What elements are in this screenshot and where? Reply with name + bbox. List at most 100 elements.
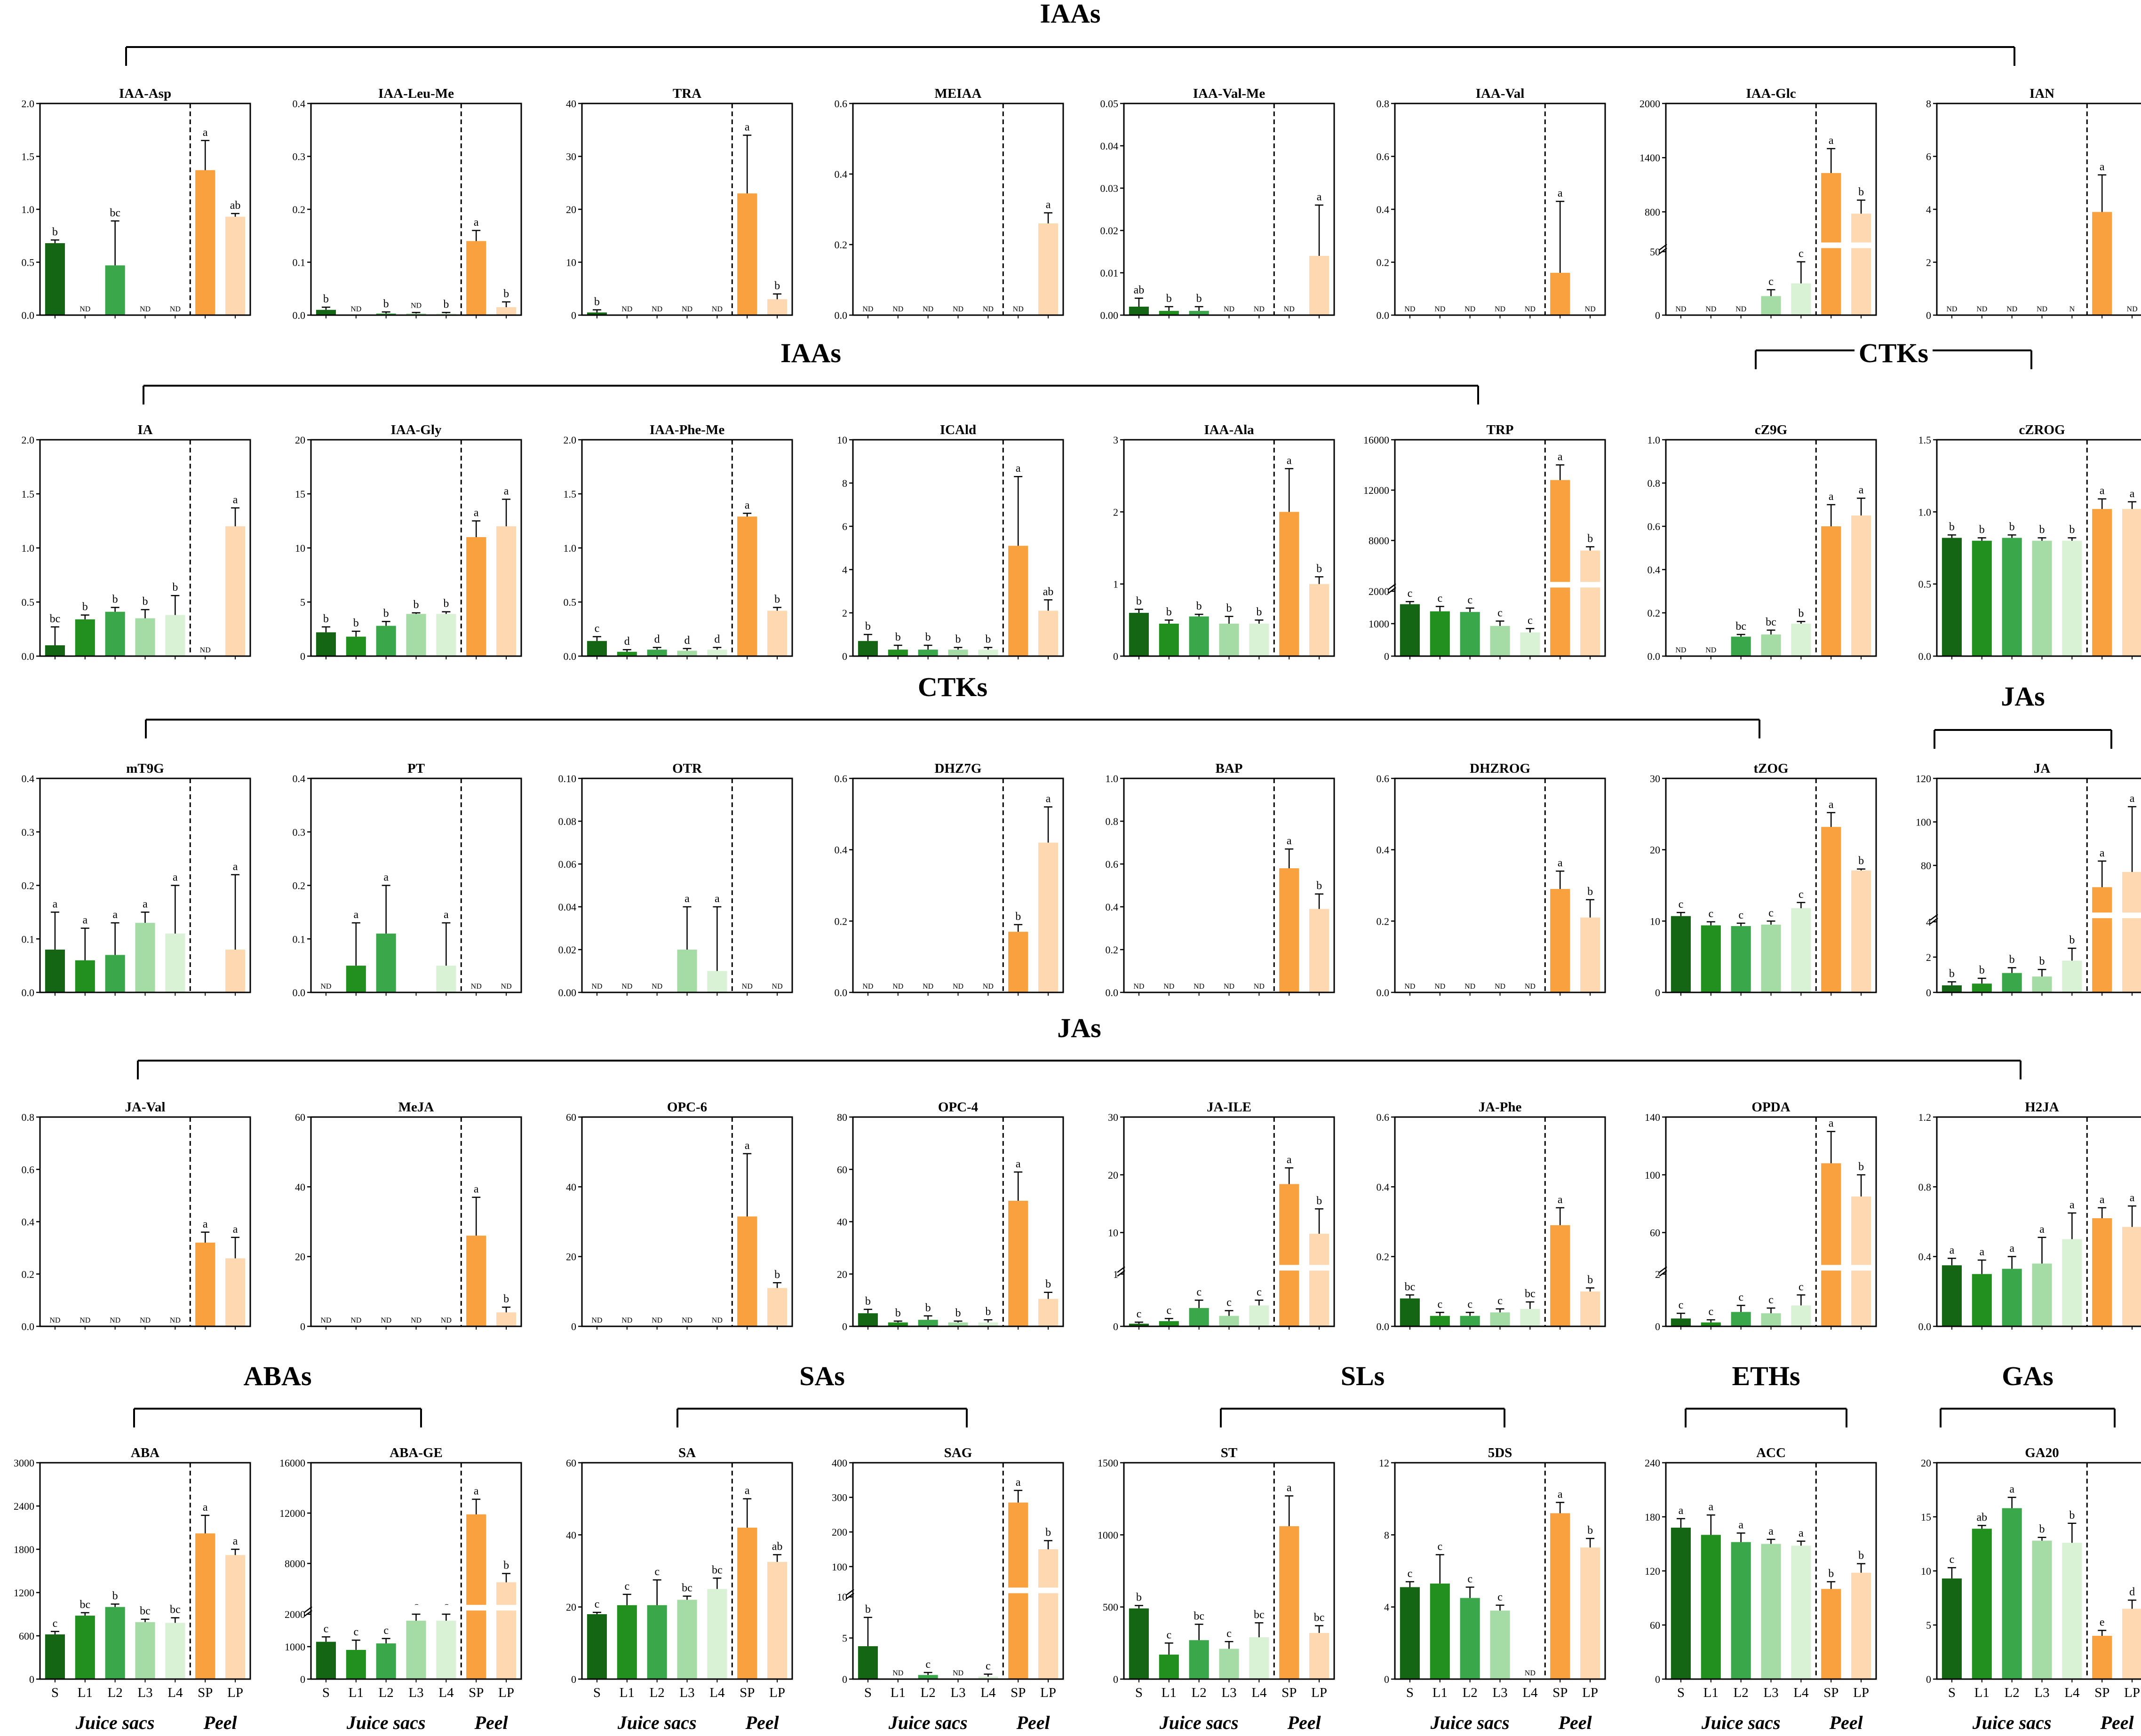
y-tick-label: 0 xyxy=(1113,650,1118,662)
bar xyxy=(2032,1263,2052,1326)
axis-break-band xyxy=(309,1605,523,1611)
bar xyxy=(978,1322,998,1326)
significance-letter: b xyxy=(2069,1509,2075,1522)
panel-frame xyxy=(852,103,1064,316)
x-tick-label: LP xyxy=(1040,1685,1056,1700)
nd-label: ND xyxy=(652,1316,662,1324)
nd-label: ND xyxy=(862,983,873,991)
significance-letter: c xyxy=(1226,1627,1232,1640)
significance-letter: a xyxy=(2130,488,2135,500)
significance-letter: a xyxy=(1829,135,1834,147)
nd-label: ND xyxy=(1675,646,1686,654)
bar xyxy=(75,1616,95,1679)
bar xyxy=(225,1555,246,1679)
bar xyxy=(496,307,517,315)
panel-cz9g: cZ9G ND ND bc bc b a a 0.0 0.2 0.4 0.6 0.8 1.0 xyxy=(1648,422,1877,662)
significance-letter: b xyxy=(1045,1278,1051,1291)
significance-letter: a xyxy=(233,1535,238,1547)
significance-letter: a xyxy=(1016,462,1021,475)
significance-letter: b xyxy=(1136,595,1142,607)
significance-letter: c xyxy=(1196,1286,1202,1298)
bar xyxy=(1219,1316,1239,1326)
y-tick-label: 0.2 xyxy=(835,239,848,251)
significance-letter: b xyxy=(865,1603,871,1616)
panel-title: GA20 xyxy=(2025,1445,2059,1460)
y-tick-label: 2.0 xyxy=(564,434,577,446)
y-tick-label: 1.2 xyxy=(1918,1111,1932,1123)
bar xyxy=(135,618,155,656)
y-tick-label: 0.2 xyxy=(1106,944,1119,956)
x-tick-label: L1 xyxy=(349,1685,364,1700)
y-tick-label: 0.8 xyxy=(22,1111,35,1123)
significance-letter: a xyxy=(233,494,238,506)
nd-label: ND xyxy=(652,983,662,991)
y-tick-label: 0 xyxy=(1926,309,1931,321)
y-tick-label: 0.6 xyxy=(1377,773,1390,785)
y-tick-label: 0.8 xyxy=(1377,98,1390,110)
panel-sa: SA c c c bc bc a ab 0 20 40 60 S L1 L2 L3 L4 SP LP Juice sa… xyxy=(566,1445,793,1733)
y-tick-label: 0.2 xyxy=(22,1268,35,1280)
nd-label: ND xyxy=(682,305,692,313)
significance-letter: b xyxy=(2069,524,2075,536)
bar xyxy=(376,933,396,992)
significance-letter: b xyxy=(143,595,148,608)
y-tick-label: 20 xyxy=(837,1268,847,1280)
y-tick-label: 60 xyxy=(295,1111,305,1123)
y-tick-label: 4 xyxy=(1384,1601,1389,1613)
group-title: ABAs xyxy=(243,1361,311,1391)
nd-label: ND xyxy=(411,301,422,309)
bar xyxy=(737,1216,757,1326)
significance-letter: a xyxy=(1016,1476,1021,1489)
significance-letter: c xyxy=(1166,1629,1171,1641)
nd-label: ND xyxy=(1013,305,1024,313)
bar xyxy=(1430,1316,1450,1326)
y-tick-label: 3 xyxy=(1113,434,1118,446)
y-tick-label: 60 xyxy=(1650,1619,1660,1631)
bar xyxy=(225,526,246,656)
y-tick-label: 0 xyxy=(571,309,576,321)
significance-letter: b xyxy=(774,594,780,606)
significance-letter: b xyxy=(1166,606,1172,618)
y-tick-label: 5 xyxy=(300,596,305,608)
bar xyxy=(1400,604,1420,656)
significance-letter: a xyxy=(203,1501,208,1514)
y-tick-label: 40 xyxy=(295,1181,305,1193)
x-group-label-peel: Peel xyxy=(1016,1712,1051,1733)
x-group-label-juice-sacs: Juice sacs xyxy=(1701,1712,1781,1733)
bar xyxy=(1851,1572,1871,1679)
bar xyxy=(1550,1225,1570,1326)
significance-letter: c xyxy=(624,1580,629,1593)
panel-title: ACC xyxy=(1756,1445,1786,1460)
y-tick-label: 20 xyxy=(295,434,305,446)
nd-label: ND xyxy=(742,983,753,991)
y-tick-label: 80 xyxy=(837,1111,847,1123)
bar xyxy=(2092,212,2112,315)
group-bracket-iaas: IAAs xyxy=(143,338,1479,404)
nd-label: ND xyxy=(1404,983,1415,991)
x-group-label-peel: Peel xyxy=(1287,1712,1321,1733)
bar xyxy=(918,1675,938,1679)
significance-letter: bc xyxy=(1194,1610,1204,1622)
panel-title: ABA-GE xyxy=(390,1445,443,1460)
y-tick-label: 0.0 xyxy=(1106,987,1119,999)
bar xyxy=(165,1623,185,1679)
bar xyxy=(75,960,95,992)
significance-letter: e xyxy=(2100,1617,2105,1629)
significance-letter: a xyxy=(474,1485,479,1498)
y-tick-label: 60 xyxy=(566,1111,576,1123)
y-tick-label: 0 xyxy=(842,1673,847,1685)
bar xyxy=(2062,540,2082,656)
bar xyxy=(1761,296,1781,315)
significance-letter: a xyxy=(684,893,690,905)
y-tick-label: 8000 xyxy=(1369,535,1389,547)
y-tick-label: 1.0 xyxy=(22,204,35,215)
panel-opc-4: OPC-4 b b b b b a b 0 20 40 60 80 xyxy=(837,1100,1064,1332)
x-group-label-peel: Peel xyxy=(1558,1712,1592,1733)
nd-label: ND xyxy=(441,1316,452,1324)
y-tick-label: 0.0 xyxy=(22,309,35,321)
panel-title: IAA-Ala xyxy=(1204,422,1254,437)
panel-iaa-gly: IAA-Gly b b b b b a a 0 5 10 15 20 xyxy=(295,422,522,662)
x-tick-label: L1 xyxy=(78,1685,93,1700)
significance-letter: d xyxy=(684,634,690,647)
nd-label: ND xyxy=(591,983,602,991)
